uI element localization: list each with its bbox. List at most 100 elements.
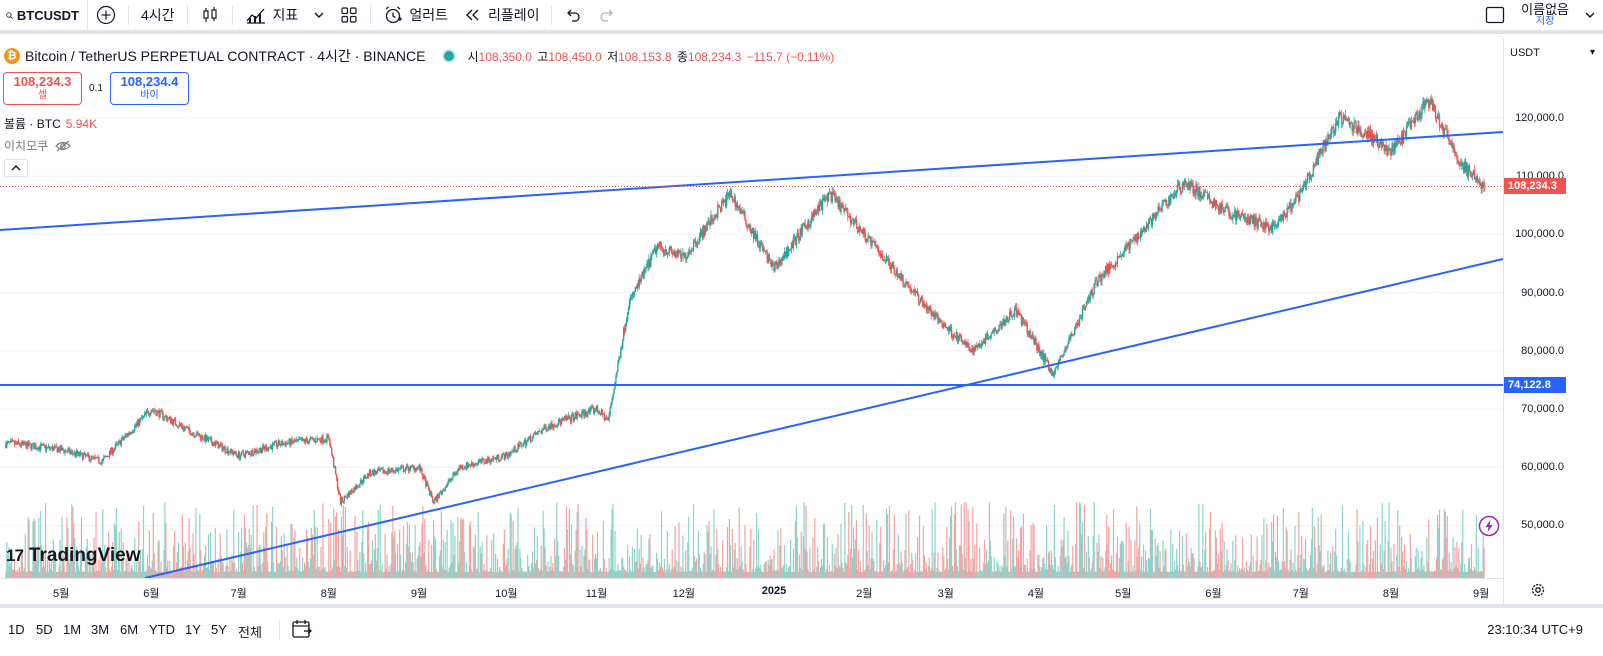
volume-bar [855,520,858,578]
range-button[interactable]: 5D [36,622,53,637]
range-button[interactable]: 1M [63,622,82,637]
volume-bar [80,517,83,578]
tradingview-logo[interactable]: 17 TradingView [6,545,141,567]
layout-button[interactable] [332,0,366,30]
volume-bar [1471,570,1474,578]
candle-body [790,242,793,249]
volume-bar [475,569,477,578]
time-tick-label: 6월 [143,588,160,600]
alert-button[interactable]: 얼러트 [375,0,456,30]
candle-body [202,439,205,441]
range-button[interactable]: YTD [149,622,175,637]
lightning-badge-icon[interactable] [1478,515,1500,537]
layout-menu-dropdown[interactable] [1577,0,1603,30]
candle-body [729,189,732,197]
volume-bar [1422,569,1424,578]
chart-pane[interactable]: ₿ Bitcoin / TetherUS PERPETUAL CONTRACT … [0,38,1537,604]
volume-bar [1040,570,1042,578]
range-button[interactable]: 6M [120,622,139,637]
volume-bar [689,570,691,578]
candle-body [1463,161,1466,172]
volume-bar [139,561,141,578]
clock-timezone[interactable]: 23:10:34 UTC+9 [1487,622,1583,637]
range-button[interactable]: 1Y [185,622,201,637]
volume-bar [1233,570,1235,578]
volume-bar [1361,570,1363,578]
volume-bar [1127,560,1129,578]
volume-bar [342,505,344,578]
volume-bar [431,544,433,578]
candle-body [148,414,151,416]
volume-bar [1269,567,1271,578]
candle-body [1345,119,1348,121]
save-layout-button[interactable]: 이름없음 저장 [1513,3,1577,27]
symbol-search[interactable]: BTCUSDT [0,0,88,30]
candle-body [218,444,220,449]
buy-button[interactable]: 108,234.4 바이 [110,72,189,105]
volume-bar [356,531,358,578]
candle-body [123,437,125,440]
volume-bar [555,556,557,578]
candle-body [434,497,437,500]
candle-body [1382,141,1384,146]
range-button[interactable]: 전체 [238,625,262,640]
layout-toggle-button[interactable] [1477,0,1513,30]
candle-body [1397,137,1399,143]
collapse-legend-button[interactable] [4,159,28,177]
compare-button[interactable] [88,0,124,30]
range-button[interactable]: 3M [91,622,110,637]
currency-unit[interactable]: USDT [1510,47,1540,59]
candle-body [1015,306,1018,315]
candle-body [856,228,859,230]
candle-body [1354,121,1356,123]
candle-body [1172,195,1174,197]
eye-hidden-icon[interactable] [54,139,72,153]
chart-type-button[interactable] [192,0,228,30]
volume-bar [634,562,636,578]
settings-gear-icon[interactable] [1530,582,1546,598]
redo-button[interactable] [590,0,624,30]
volume-bar [663,559,666,578]
candle-body [234,450,236,454]
volume-bar [1303,558,1305,578]
candle-body [164,415,166,418]
price-axis[interactable]: USDT ▾ 120,000.0 110,000.0 100,000.0 90,000… [1503,38,1603,604]
candle-body [217,441,219,449]
volume-bar [1364,571,1366,578]
time-axis[interactable]: 5월 6월 7월 8월 9월 10월 11월 12월 2025 2월 3월 4월 5월 6월 7월 8월 9월 [0,578,1503,604]
volume-bar [35,550,37,578]
price-chart[interactable] [0,38,1537,604]
volume-bar [1038,554,1040,578]
candle-body [375,472,378,474]
indicators-button[interactable]: 지표 [237,0,307,30]
candle-body [280,440,282,445]
candle-body [1303,181,1306,184]
symbol-title[interactable]: Bitcoin / TetherUS PERPETUAL CONTRACT · … [25,48,426,64]
volume-bar [389,571,391,578]
symbol-header: ₿ Bitcoin / TetherUS PERPETUAL CONTRACT … [4,46,834,66]
calendar-goto-icon[interactable] [291,618,313,640]
volume-legend[interactable]: 볼륨 · BTC 5.94K [4,115,97,132]
candle-body [685,253,687,260]
interval-button[interactable]: 4시간 [141,7,175,23]
range-button[interactable]: 5Y [211,622,227,637]
candle-body [1395,141,1397,146]
market-status-icon[interactable] [443,51,454,61]
replay-button[interactable]: 리플레이 [456,0,548,30]
sell-button[interactable]: 108,234.3 셀 [3,72,82,105]
range-button[interactable]: 1D [8,622,25,637]
candle-body [112,450,115,454]
chevron-down-icon[interactable]: ▾ [1590,47,1596,58]
volume-bar [452,523,454,578]
candle-body [1165,200,1167,204]
candle-body [652,250,654,255]
candle-body [1192,184,1194,194]
undo-button[interactable] [556,0,590,30]
volume-bar [766,571,768,578]
ichimoku-legend[interactable]: 이치모쿠 [4,137,72,154]
volume-bar [1156,546,1158,578]
candle-body [877,245,879,251]
candle-body [237,452,240,458]
candle-body [150,410,153,414]
indicator-templates-dropdown[interactable] [306,0,332,30]
